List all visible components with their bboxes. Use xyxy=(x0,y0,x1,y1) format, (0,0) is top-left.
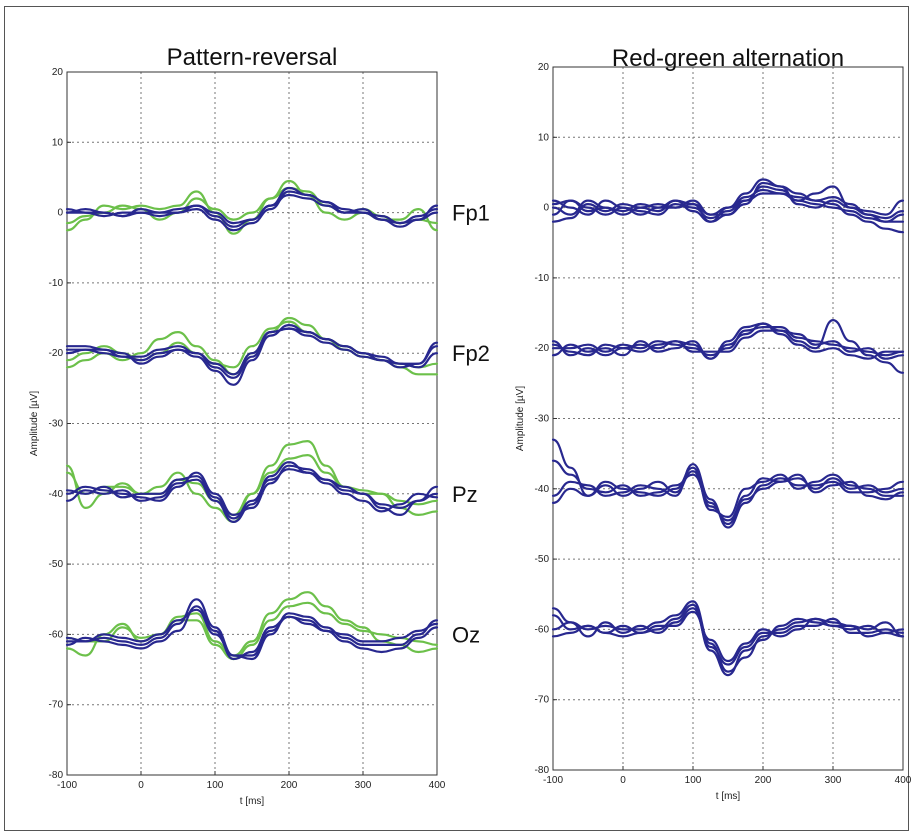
panel1-series-pz-blue xyxy=(65,468,439,520)
panel1-series-fp1-blue xyxy=(65,193,439,228)
panel1-tick-label-y: -40 xyxy=(49,489,64,500)
panel2-tick-label-y: -60 xyxy=(535,624,550,635)
panel1-series-fp1-green xyxy=(65,186,439,225)
panel1-series-fp1-blue xyxy=(65,190,439,232)
panel1-tick-label-x: -100 xyxy=(57,780,77,791)
panel1-tick-label-y: -30 xyxy=(49,419,64,430)
panel1-tick-label-y: -80 xyxy=(49,770,64,781)
panel1-series-pz-green xyxy=(65,454,439,516)
panel2-title: Red-green alternation xyxy=(612,45,844,72)
panel2-tick-label-x: 0 xyxy=(620,775,626,786)
panel2-series-pz-blue xyxy=(551,459,905,526)
panel2-series-fp2-blue xyxy=(551,319,905,374)
panel1-tick-label-y: 10 xyxy=(52,137,64,148)
panel2-x-axis-label: t [ms] xyxy=(716,791,741,802)
panel1-series-fp2-blue xyxy=(65,327,439,376)
panel1-tick-label-y: -60 xyxy=(49,629,64,640)
panel2-tick-label-y: -50 xyxy=(535,554,550,565)
panel1-y-axis-label: Amplitude [µV] xyxy=(29,391,40,456)
channel-label-oz: Oz xyxy=(452,622,480,647)
panel1-channel-label-bg xyxy=(448,620,494,649)
panel1-series-pz-blue xyxy=(65,464,439,516)
panel1-x-axis-label: t [ms] xyxy=(240,796,265,807)
panel2-series-fp1-blue xyxy=(551,188,905,220)
panel1-channel-label-bg xyxy=(448,198,494,227)
panel1-series-fp1-green xyxy=(65,179,439,235)
panel1-tick-label-y: 0 xyxy=(57,208,63,219)
panel2-y-axis-label: Amplitude [µV] xyxy=(515,386,526,451)
panel1-series-oz-green xyxy=(65,591,439,657)
panel1-tick-label-x: 400 xyxy=(429,780,446,791)
panel1-tick-label-y: -70 xyxy=(49,700,64,711)
channel-label-fp1: Fp1 xyxy=(452,201,490,226)
panel1-title: Pattern-reversal xyxy=(167,44,338,71)
panel1-series-oz-blue xyxy=(65,608,439,661)
panel2-tick-label-x: 300 xyxy=(825,775,842,786)
panel1-tick-label-y: -20 xyxy=(49,348,64,359)
panel1-series-oz-green xyxy=(65,601,439,661)
panel1-tick-label-x: 200 xyxy=(281,780,298,791)
panel1-channel-label-bg xyxy=(448,339,494,368)
panel2-tick-label-y: 0 xyxy=(543,203,549,214)
panel2-tick-label-y: 10 xyxy=(538,132,550,143)
panel1-tick-label-y: -50 xyxy=(49,559,64,570)
panel1-tick-label-x: 300 xyxy=(355,780,372,791)
panel2-tick-label-y: -30 xyxy=(535,414,550,425)
panel2-tick-label-y: -80 xyxy=(535,765,550,776)
panel2-tick-label-y: -40 xyxy=(535,484,550,495)
panel2-series-oz-blue xyxy=(551,610,905,663)
panel2-tick-label-x: -100 xyxy=(543,775,563,786)
panel2-series-fp2-blue xyxy=(551,329,905,360)
channel-label-pz: Pz xyxy=(452,482,478,507)
panel2-tick-label-x: 100 xyxy=(685,775,702,786)
panel2-series-fp1-blue xyxy=(551,192,905,223)
figure-frame xyxy=(4,6,909,831)
panel2-series-fp1-blue xyxy=(551,181,905,223)
panel1-tick-label-x: 100 xyxy=(207,780,224,791)
panel2-tick-label-x: 400 xyxy=(895,775,912,786)
channel-label-fp2: Fp2 xyxy=(452,341,490,366)
panel2-series-pz-blue xyxy=(551,463,905,529)
panel2-series-fp2-blue xyxy=(551,322,905,360)
panel2-series-oz-blue xyxy=(551,607,905,666)
panel1-series-fp2-blue xyxy=(65,324,439,386)
panel2-tick-label-y: -20 xyxy=(535,343,550,354)
panel1-series-oz-blue xyxy=(65,598,439,657)
panel1-series-pz-green xyxy=(65,440,439,523)
panel1-tick-label-y: -10 xyxy=(49,278,64,289)
panel2-tick-label-y: -10 xyxy=(535,273,550,284)
panel1-series-fp1-blue xyxy=(65,186,439,225)
panel2-series-pz-blue xyxy=(551,438,905,518)
panel1-channel-label-bg xyxy=(448,479,494,508)
panel1-tick-label-x: 0 xyxy=(138,780,144,791)
panel2-series-pz-blue xyxy=(551,470,905,522)
panel1-series-fp2-blue xyxy=(65,327,439,379)
panel2-series-fp1-blue xyxy=(551,178,905,234)
panel2-tick-label-y: 20 xyxy=(538,62,550,73)
panel2-tick-label-x: 200 xyxy=(755,775,772,786)
panel1-series-oz-blue xyxy=(65,605,439,661)
panel1-series-pz-blue xyxy=(65,461,439,523)
panel1-tick-label-y: 20 xyxy=(52,67,64,78)
panel2-tick-label-y: -70 xyxy=(535,695,550,706)
